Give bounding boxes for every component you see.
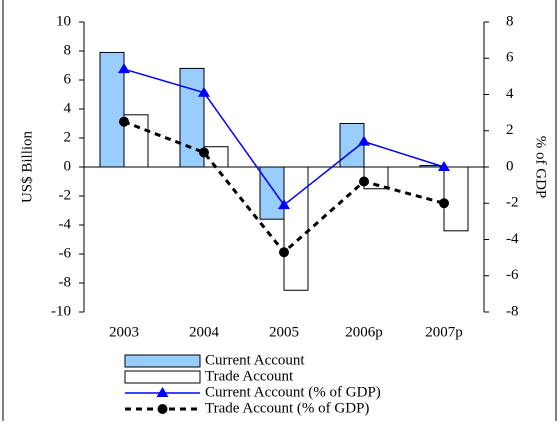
- legend-marker: [157, 404, 168, 414]
- y-tick-label: -6: [59, 245, 72, 261]
- y-tick-label: 0: [64, 158, 72, 174]
- line-marker: [279, 247, 289, 258]
- y-axis-title: US$ Billion: [19, 130, 35, 203]
- bar: [179, 67, 205, 168]
- line-marker: [198, 86, 210, 97]
- y2-tick-label: -2: [506, 195, 519, 211]
- y2-tick-label: 4: [506, 86, 514, 102]
- y2-tick-label: 0: [506, 158, 514, 174]
- legend-label: Current Account: [205, 352, 305, 368]
- y-tick-label: 2: [64, 129, 72, 145]
- x-tick-label: 2006p: [345, 324, 383, 340]
- line-marker: [278, 199, 290, 210]
- y2-tick-label: 8: [506, 13, 514, 29]
- line-marker: [358, 135, 370, 146]
- bar: [259, 166, 285, 220]
- y-tick-label: 6: [64, 71, 72, 87]
- legend-swatch: [124, 370, 201, 384]
- x-tick-label: 2005: [269, 324, 299, 340]
- y2-tick-label: 6: [506, 50, 514, 66]
- y2-tick-label: -6: [506, 267, 519, 283]
- y-tick-label: 10: [56, 13, 71, 29]
- legend-marker: [156, 387, 169, 397]
- line-marker: [438, 161, 450, 171]
- legend-label: Trade Account: [205, 368, 294, 384]
- bar: [443, 166, 469, 232]
- x-tick-label: 2004: [189, 324, 220, 340]
- y2-tick-label: -4: [506, 231, 519, 247]
- legend-swatch: [124, 354, 201, 368]
- x-tick-label: 2003: [109, 324, 139, 340]
- x-tick-label: 2007p: [425, 324, 463, 340]
- y-tick-label: 4: [64, 100, 72, 116]
- line-marker: [119, 116, 129, 127]
- y2-tick-label: 2: [506, 122, 514, 138]
- y-tick-label: -8: [59, 274, 72, 290]
- line-marker: [359, 176, 369, 187]
- line-marker: [199, 147, 209, 158]
- y2-axis-title: % of GDP: [533, 136, 549, 199]
- legend-label: Current Account (% of GDP): [205, 384, 381, 400]
- legend-label: Trade Account (% of GDP): [205, 400, 369, 416]
- bar: [283, 166, 309, 291]
- line-marker: [439, 198, 449, 209]
- y-tick-label: -2: [59, 187, 72, 203]
- y-tick-label: 8: [64, 42, 72, 58]
- y-tick-label: -4: [59, 216, 72, 232]
- y-tick-label: -10: [51, 303, 71, 319]
- line-marker: [118, 63, 130, 74]
- y2-tick-label: -8: [506, 303, 519, 319]
